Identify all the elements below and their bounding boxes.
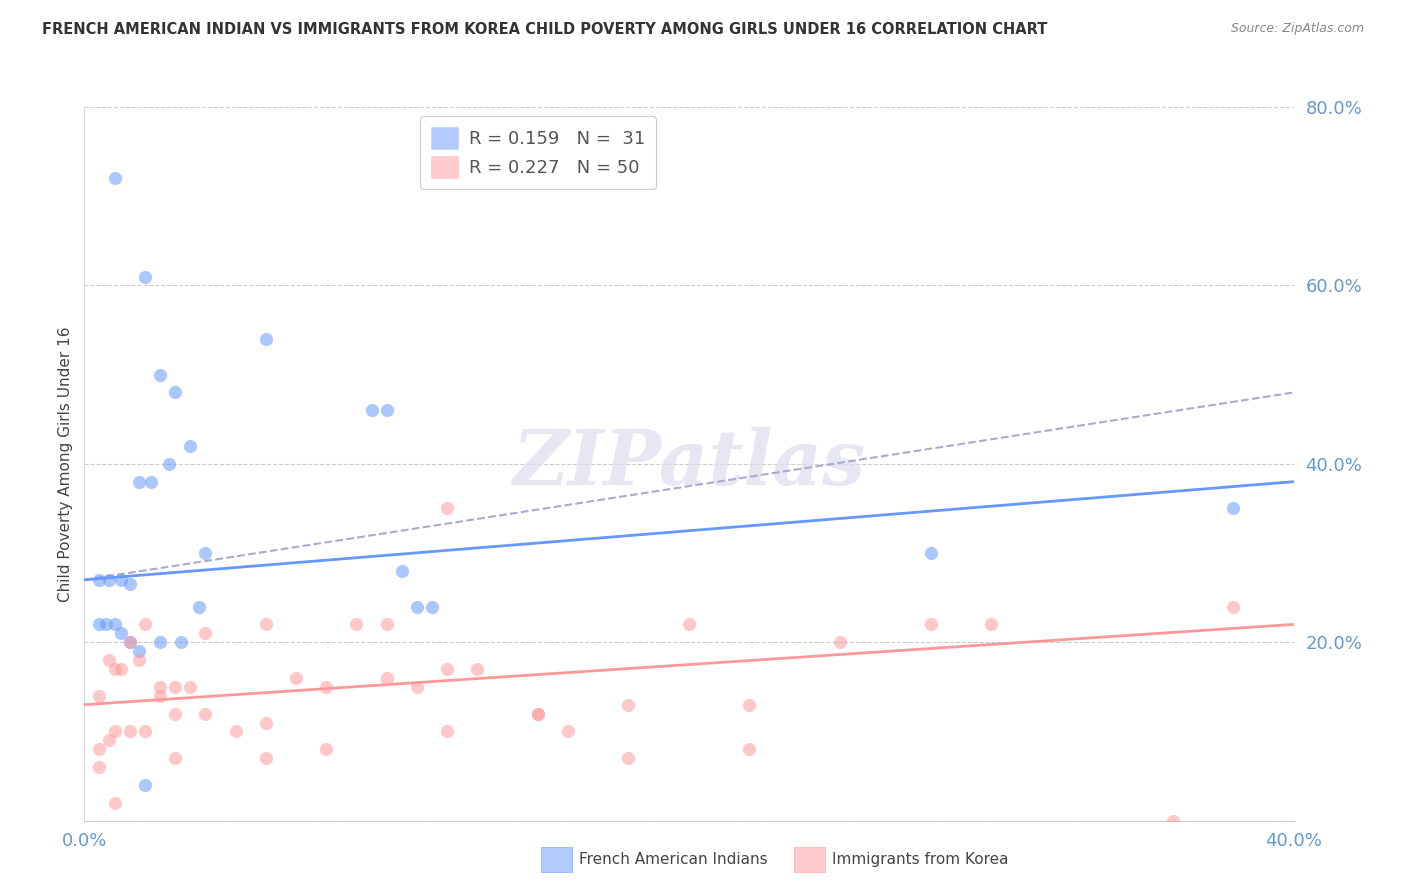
- Point: [89, 573, 111, 587]
- Point: [254, 751, 277, 765]
- Point: [110, 662, 132, 676]
- Point: [406, 599, 429, 614]
- Point: [194, 546, 217, 560]
- Point: [149, 689, 172, 703]
- Point: [254, 617, 277, 632]
- Point: [149, 635, 172, 649]
- Point: [134, 617, 156, 632]
- Point: [134, 778, 156, 792]
- Point: [920, 617, 942, 632]
- Point: [163, 751, 186, 765]
- Point: [194, 706, 217, 721]
- Text: FRENCH AMERICAN INDIAN VS IMMIGRANTS FROM KOREA CHILD POVERTY AMONG GIRLS UNDER : FRENCH AMERICAN INDIAN VS IMMIGRANTS FRO…: [42, 22, 1047, 37]
- Point: [194, 626, 217, 640]
- Point: [678, 617, 700, 632]
- Point: [170, 635, 193, 649]
- Point: [436, 662, 458, 676]
- Point: [254, 715, 277, 730]
- Point: [94, 617, 117, 632]
- Point: [980, 617, 1002, 632]
- Point: [110, 573, 132, 587]
- Point: [436, 501, 458, 516]
- Point: [179, 680, 201, 694]
- Point: [149, 680, 172, 694]
- Point: [97, 733, 120, 747]
- Point: [163, 385, 186, 400]
- Point: [467, 662, 489, 676]
- Text: Immigrants from Korea: Immigrants from Korea: [832, 853, 1010, 867]
- Point: [436, 724, 458, 739]
- Point: [118, 724, 141, 739]
- Point: [134, 724, 156, 739]
- Point: [1161, 814, 1184, 828]
- Point: [557, 724, 579, 739]
- Point: [315, 680, 337, 694]
- Point: [128, 644, 150, 658]
- Point: [118, 635, 141, 649]
- Point: [89, 689, 111, 703]
- Point: [375, 403, 398, 417]
- Point: [346, 617, 368, 632]
- Point: [315, 742, 337, 756]
- Point: [920, 546, 942, 560]
- Point: [157, 457, 180, 471]
- Point: [139, 475, 162, 489]
- Point: [104, 724, 127, 739]
- Point: [738, 742, 761, 756]
- Point: [97, 653, 120, 667]
- Point: [89, 617, 111, 632]
- Point: [188, 599, 211, 614]
- Text: Source: ZipAtlas.com: Source: ZipAtlas.com: [1230, 22, 1364, 36]
- Point: [526, 706, 548, 721]
- Text: French American Indians: French American Indians: [579, 853, 768, 867]
- Point: [149, 368, 172, 382]
- Point: [104, 662, 127, 676]
- Point: [134, 269, 156, 284]
- Point: [254, 332, 277, 346]
- Point: [420, 599, 443, 614]
- Point: [526, 706, 548, 721]
- Y-axis label: Child Poverty Among Girls Under 16: Child Poverty Among Girls Under 16: [58, 326, 73, 601]
- Point: [163, 680, 186, 694]
- Point: [225, 724, 247, 739]
- Point: [110, 626, 132, 640]
- Point: [391, 564, 413, 578]
- Point: [179, 439, 201, 453]
- Point: [617, 698, 640, 712]
- Point: [104, 171, 127, 186]
- Point: [128, 653, 150, 667]
- Point: [89, 742, 111, 756]
- Legend: R = 0.159   N =  31, R = 0.227   N = 50: R = 0.159 N = 31, R = 0.227 N = 50: [420, 116, 655, 189]
- Point: [375, 671, 398, 685]
- Point: [128, 475, 150, 489]
- Point: [830, 635, 852, 649]
- Point: [617, 751, 640, 765]
- Text: ZIPatlas: ZIPatlas: [512, 427, 866, 500]
- Point: [118, 577, 141, 591]
- Point: [375, 617, 398, 632]
- Point: [97, 573, 120, 587]
- Point: [104, 796, 127, 810]
- Point: [118, 635, 141, 649]
- Point: [360, 403, 382, 417]
- Point: [284, 671, 308, 685]
- Point: [104, 617, 127, 632]
- Point: [163, 706, 186, 721]
- Point: [1222, 599, 1244, 614]
- Point: [738, 698, 761, 712]
- Point: [89, 760, 111, 774]
- Point: [1222, 501, 1244, 516]
- Point: [406, 680, 429, 694]
